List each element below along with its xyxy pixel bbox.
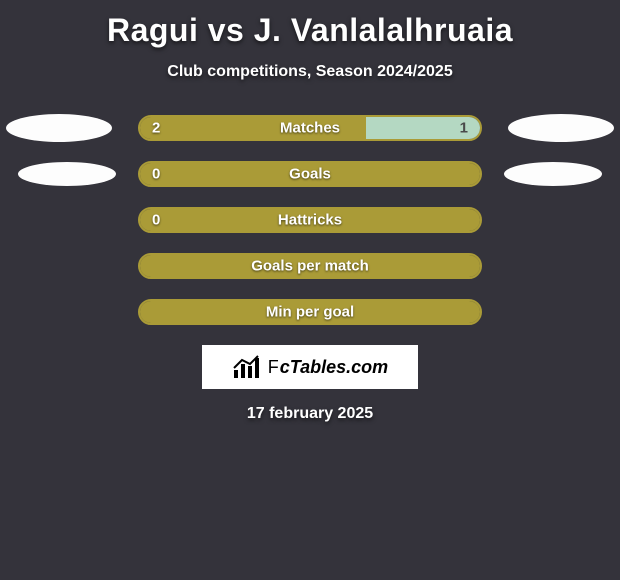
logo-text: FcTables.com [268,357,388,378]
stat-label: Goals [289,166,331,183]
chart-icon [232,354,262,380]
stat-right-value: 1 [460,120,468,137]
left-ellipse [18,162,116,186]
stat-row: Min per goal [0,299,620,325]
subtitle: Club competitions, Season 2024/2025 [0,63,620,81]
stats-container: Matches 2 1 Goals 0 Hattricks 0 Goals per match… [0,115,620,325]
logo-box: FcTables.com [202,345,418,389]
right-ellipse [508,114,614,142]
bar-track: Min per goal [138,299,482,325]
stat-label: Matches [280,120,340,137]
page-title: Ragui vs J. Vanlalalhruaia [0,0,620,49]
stat-left-value: 2 [152,120,160,137]
stat-row: Goals per match [0,253,620,279]
bar-track: Goals 0 [138,161,482,187]
bar-track: Hattricks 0 [138,207,482,233]
stat-row: Goals 0 [0,161,620,187]
left-ellipse [6,114,112,142]
stat-label: Hattricks [278,212,342,229]
stat-row: Hattricks 0 [0,207,620,233]
stat-left-value: 0 [152,166,160,183]
bar-track: Goals per match [138,253,482,279]
right-ellipse [504,162,602,186]
stat-left-value: 0 [152,212,160,229]
stat-label: Goals per match [251,258,369,275]
bar-track: Matches 2 1 [138,115,482,141]
date-text: 17 february 2025 [0,405,620,423]
stat-label: Min per goal [266,304,354,321]
stat-row: Matches 2 1 [0,115,620,141]
